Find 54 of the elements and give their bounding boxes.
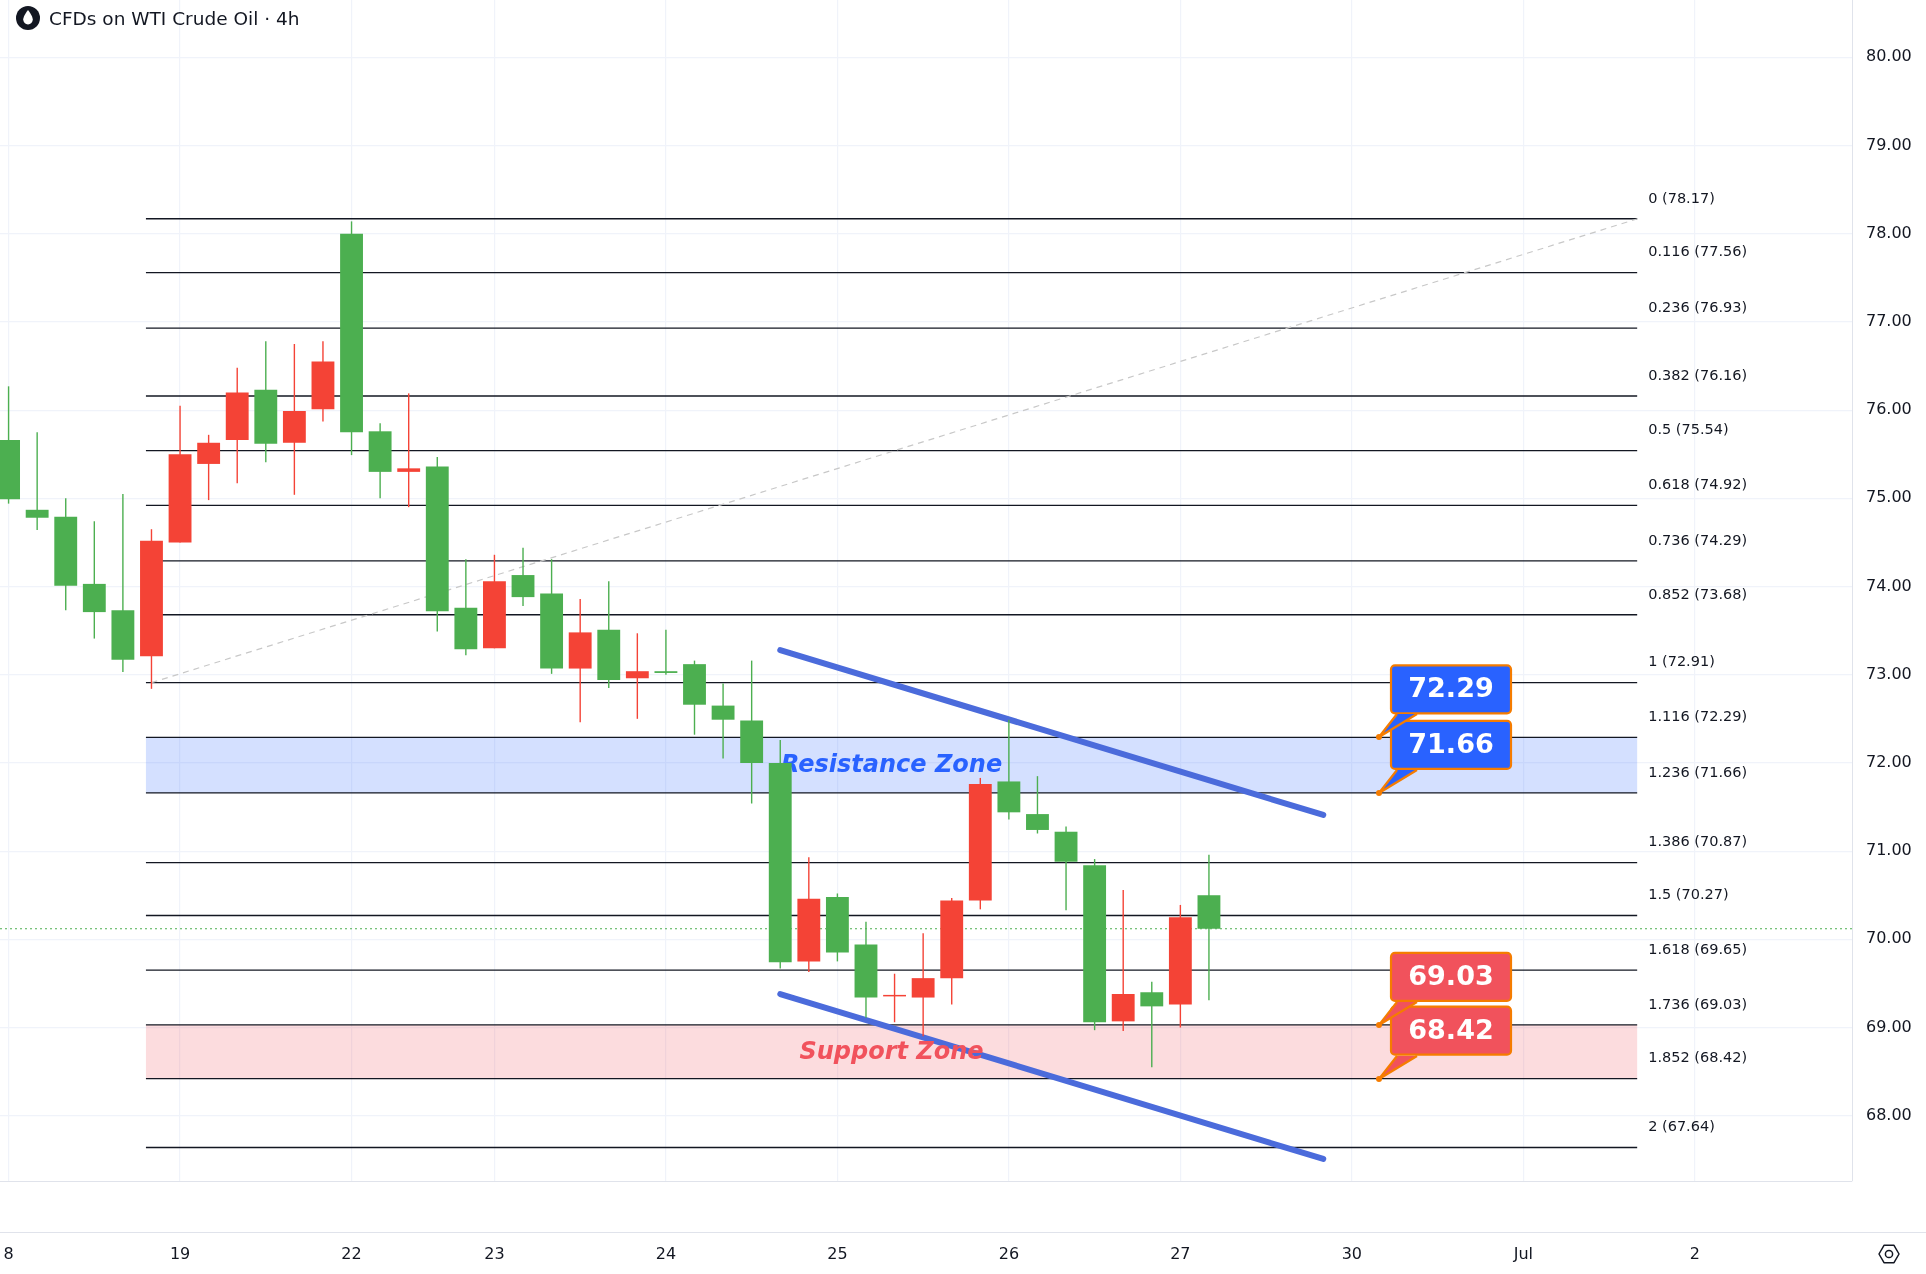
ref-line-label: 0.116 (77.56)	[1648, 243, 1748, 260]
annotation: 68.42	[1408, 1013, 1494, 1045]
y-tick-label: 73.00	[1866, 663, 1912, 683]
ref-line-label: 0.5 (75.54)	[1648, 421, 1729, 438]
annotation: 71.66	[1408, 727, 1494, 759]
ref-line-label: 0.236 (76.93)	[1648, 298, 1748, 315]
y-tick-label: 79.00	[1866, 134, 1912, 154]
x-tick-label: 24	[655, 1243, 677, 1263]
y-tick-label: 78.00	[1866, 222, 1912, 242]
candlestick	[568, 598, 592, 723]
candlestick	[25, 432, 49, 531]
ref-line-label: 1.116 (72.29)	[1648, 708, 1748, 725]
chart-title: CFDs on WTI Crude Oil · 4h	[49, 7, 300, 29]
y-tick-label: 71.00	[1866, 840, 1912, 860]
y-tick-label: 77.00	[1866, 311, 1912, 331]
ref-line-label: 1.736 (69.03)	[1648, 995, 1748, 1012]
ref-line-label: 0.736 (74.29)	[1648, 531, 1748, 548]
x-tick-label: 23	[484, 1243, 505, 1263]
y-tick-label: 80.00	[1866, 46, 1912, 66]
ref-line-label: 1.236 (71.66)	[1648, 763, 1748, 780]
band-label: Resistance Zone	[780, 750, 1003, 779]
candlestick	[911, 933, 935, 1037]
candlestick	[711, 683, 735, 759]
ref-line-label: 0.618 (74.92)	[1648, 476, 1748, 493]
y-tick-label: 76.00	[1866, 399, 1912, 419]
candlestick	[1054, 826, 1078, 911]
ref-line-label: 1.386 (70.87)	[1648, 833, 1748, 850]
x-tick-label: Jul	[1512, 1243, 1533, 1263]
y-tick-label: 69.00	[1866, 1016, 1912, 1036]
candlestick	[111, 493, 135, 673]
x-tick-label: 2	[1689, 1243, 1700, 1263]
ref-line-label: 1 (72.91)	[1648, 653, 1715, 670]
y-tick-label: 72.00	[1866, 752, 1912, 772]
x-tick-label: 26	[998, 1243, 1020, 1263]
x-tick-label: 30	[1341, 1243, 1363, 1263]
x-tick-label: 27	[1170, 1243, 1191, 1263]
y-tick-label: 74.00	[1866, 575, 1912, 595]
y-tick-label: 75.00	[1866, 487, 1912, 507]
annotation: 72.29	[1408, 672, 1494, 704]
ref-line-label: 1.852 (68.42)	[1648, 1049, 1748, 1066]
ref-line-label: 0.382 (76.16)	[1648, 366, 1748, 383]
x-tick-label: 22	[341, 1243, 362, 1263]
ref-line-label: 0.852 (73.68)	[1648, 585, 1748, 602]
ref-line-label: 2 (67.64)	[1648, 1118, 1715, 1135]
candlestick	[654, 629, 678, 675]
x-tick-label: 19	[169, 1243, 191, 1263]
ref-line-label: 0 (78.17)	[1648, 189, 1715, 206]
x-tick-label: 8	[3, 1243, 14, 1263]
x-tick-label: 25	[827, 1243, 848, 1263]
y-tick-label: 70.00	[1866, 928, 1912, 948]
ref-line-label: 1.5 (70.27)	[1648, 886, 1729, 903]
ref-line-label: 1.618 (69.65)	[1648, 940, 1748, 957]
y-tick-label: 68.00	[1866, 1104, 1912, 1124]
annotation: 69.03	[1408, 959, 1494, 991]
